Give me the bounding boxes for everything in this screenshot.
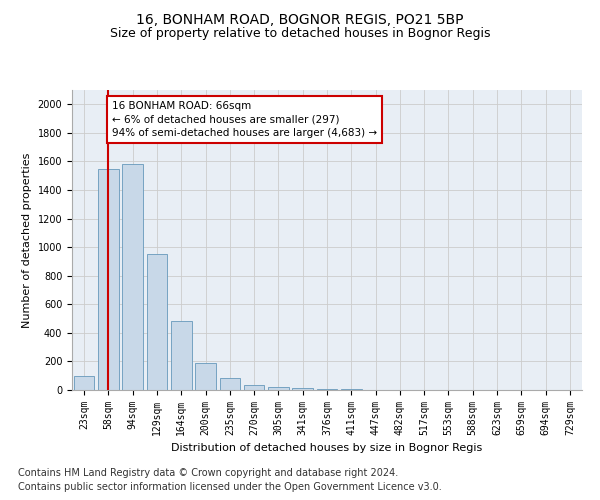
Bar [195, 363, 216, 390]
Bar [98, 170, 119, 390]
Bar [341, 388, 362, 390]
Bar [292, 388, 313, 390]
Bar [171, 322, 191, 390]
Bar [146, 254, 167, 390]
Bar [317, 388, 337, 390]
Bar [220, 378, 240, 390]
Bar [74, 376, 94, 390]
Text: 16 BONHAM ROAD: 66sqm
← 6% of detached houses are smaller (297)
94% of semi-deta: 16 BONHAM ROAD: 66sqm ← 6% of detached h… [112, 102, 377, 138]
X-axis label: Distribution of detached houses by size in Bognor Regis: Distribution of detached houses by size … [172, 444, 482, 454]
Bar [244, 385, 265, 390]
Text: Contains public sector information licensed under the Open Government Licence v3: Contains public sector information licen… [18, 482, 442, 492]
Text: Size of property relative to detached houses in Bognor Regis: Size of property relative to detached ho… [110, 28, 490, 40]
Bar [268, 387, 289, 390]
Text: 16, BONHAM ROAD, BOGNOR REGIS, PO21 5BP: 16, BONHAM ROAD, BOGNOR REGIS, PO21 5BP [136, 12, 464, 26]
Y-axis label: Number of detached properties: Number of detached properties [22, 152, 32, 328]
Text: Contains HM Land Registry data © Crown copyright and database right 2024.: Contains HM Land Registry data © Crown c… [18, 468, 398, 477]
Bar [122, 164, 143, 390]
